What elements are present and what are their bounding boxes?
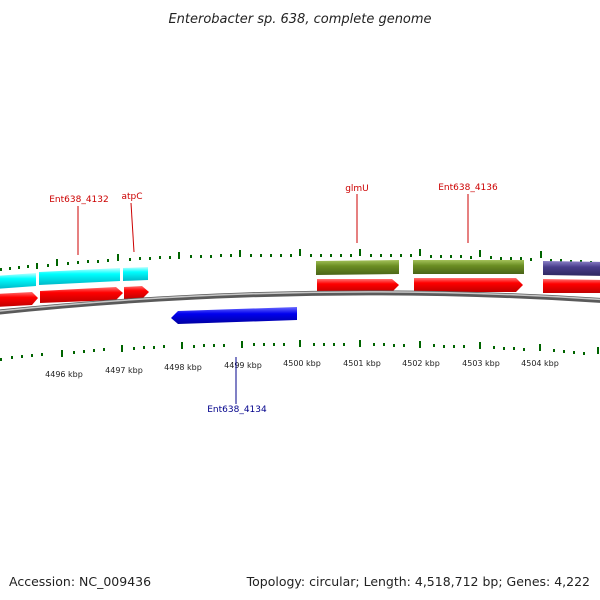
cyan-feature[interactable]	[39, 268, 120, 285]
genome-backbone	[0, 290, 600, 315]
cds-arrow[interactable]	[543, 279, 600, 293]
purple-feature[interactable]	[543, 261, 600, 276]
kbp-scale: 4496 kbp 4497 kbp 4498 kbp 4499 kbp 4500…	[45, 359, 559, 379]
gene-label-leaders	[77, 194, 469, 404]
cds-arrow[interactable]	[124, 286, 149, 299]
accession-text: Accession: NC_009436	[9, 574, 151, 589]
cds-arrow[interactable]	[317, 279, 399, 293]
cds-arrow[interactable]	[414, 278, 523, 292]
kbp-label: 4503 kbp	[462, 359, 500, 368]
cyan-feature[interactable]	[123, 267, 148, 281]
reverse-gene-arrow[interactable]	[171, 307, 297, 324]
cds-arrow[interactable]	[0, 292, 38, 307]
genome-summary-text: Topology: circular; Length: 4,518,712 bp…	[246, 574, 590, 589]
kbp-label: 4502 kbp	[402, 359, 440, 368]
kbp-label: 4504 kbp	[521, 359, 559, 368]
genome-backbone-highlight	[0, 291, 600, 312]
gene-label[interactable]: glmU	[345, 184, 369, 194]
cyan-feature[interactable]	[0, 273, 36, 289]
inner-tick-ring	[0, 340, 599, 361]
map-title: Enterobacter sp. 638, complete genome	[168, 12, 431, 27]
kbp-label: 4501 kbp	[343, 359, 381, 368]
kbp-label: 4500 kbp	[283, 359, 321, 368]
cds-arrow[interactable]	[40, 287, 123, 303]
olive-feature[interactable]	[316, 260, 399, 275]
cyan-features	[0, 267, 148, 289]
kbp-label: 4496 kbp	[45, 370, 83, 379]
kbp-label: 4499 kbp	[224, 361, 262, 370]
cds-track	[0, 278, 600, 307]
outer-tick-ring	[0, 249, 592, 271]
kbp-label: 4498 kbp	[164, 363, 202, 372]
gene-label[interactable]: atpC	[121, 192, 142, 202]
gene-label[interactable]: Ent638_4134	[207, 405, 267, 415]
gene-labels: Ent638_4132 atpC glmU Ent638_4136 Ent638…	[49, 183, 498, 415]
gene-label[interactable]: Ent638_4132	[49, 195, 109, 205]
olive-features	[316, 260, 600, 276]
olive-feature[interactable]	[413, 260, 524, 274]
kbp-label: 4497 kbp	[105, 366, 143, 375]
gene-label[interactable]: Ent638_4136	[438, 183, 498, 193]
